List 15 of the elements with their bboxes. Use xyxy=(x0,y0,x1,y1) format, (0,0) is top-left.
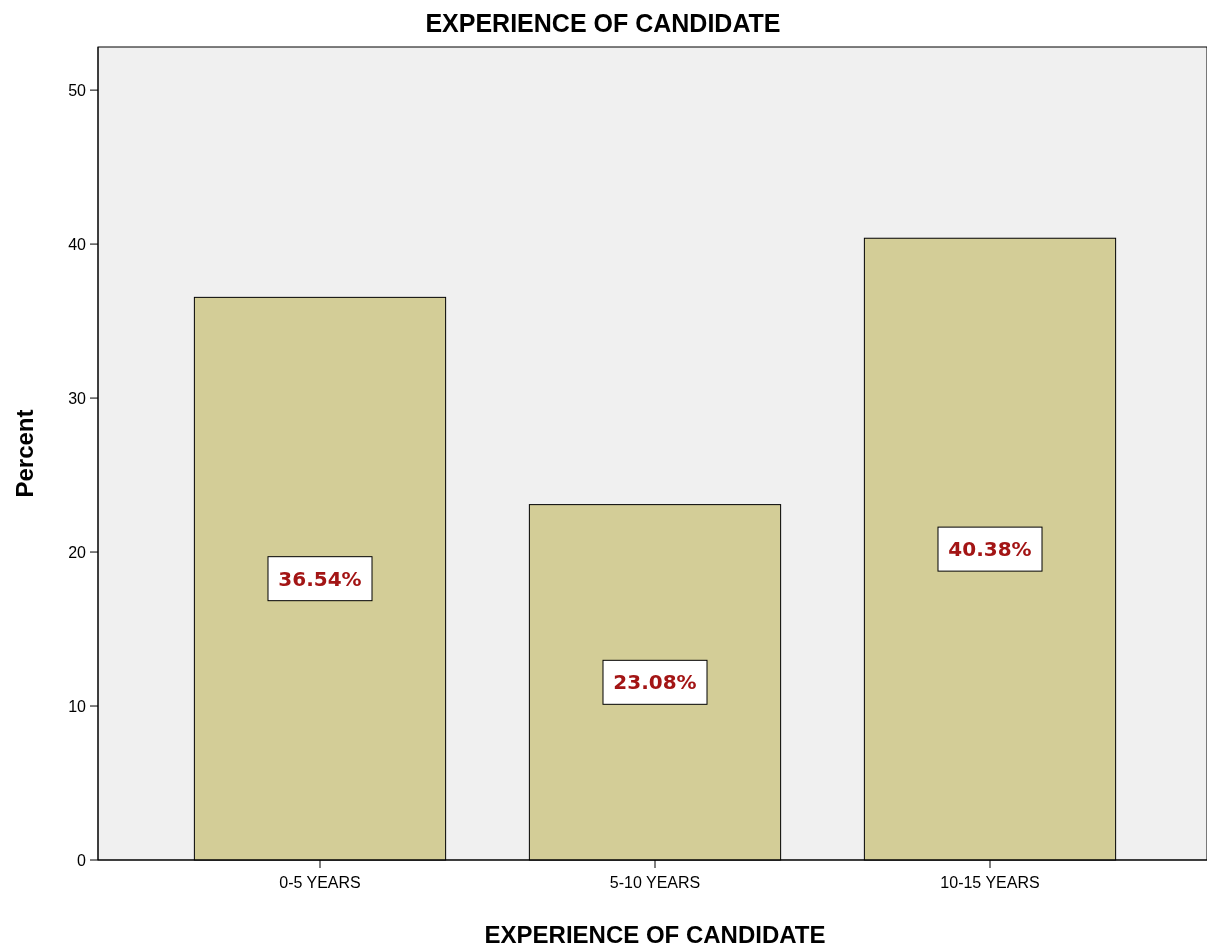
y-axis-title: Percent xyxy=(11,409,38,498)
x-tick-label: 0-5 YEARS xyxy=(279,874,361,891)
chart-title: EXPERIENCE OF CANDIDATE xyxy=(425,9,781,37)
y-tick-label: 50 xyxy=(68,81,87,99)
y-tick-label: 10 xyxy=(68,697,87,715)
data-label: 40.38% xyxy=(948,537,1032,562)
y-tick-label: 0 xyxy=(77,851,87,869)
y-tick-label: 20 xyxy=(68,543,87,561)
data-label: 23.08% xyxy=(613,670,697,695)
x-tick-label: 5-10 YEARS xyxy=(609,874,701,891)
y-tick-label: 30 xyxy=(68,389,87,407)
x-axis-title: EXPERIENCE OF CANDIDATE xyxy=(484,921,826,947)
y-tick-label: 40 xyxy=(68,235,87,253)
x-tick-label: 10-15 YEARS xyxy=(940,874,1040,891)
data-label: 36.54% xyxy=(278,566,362,591)
